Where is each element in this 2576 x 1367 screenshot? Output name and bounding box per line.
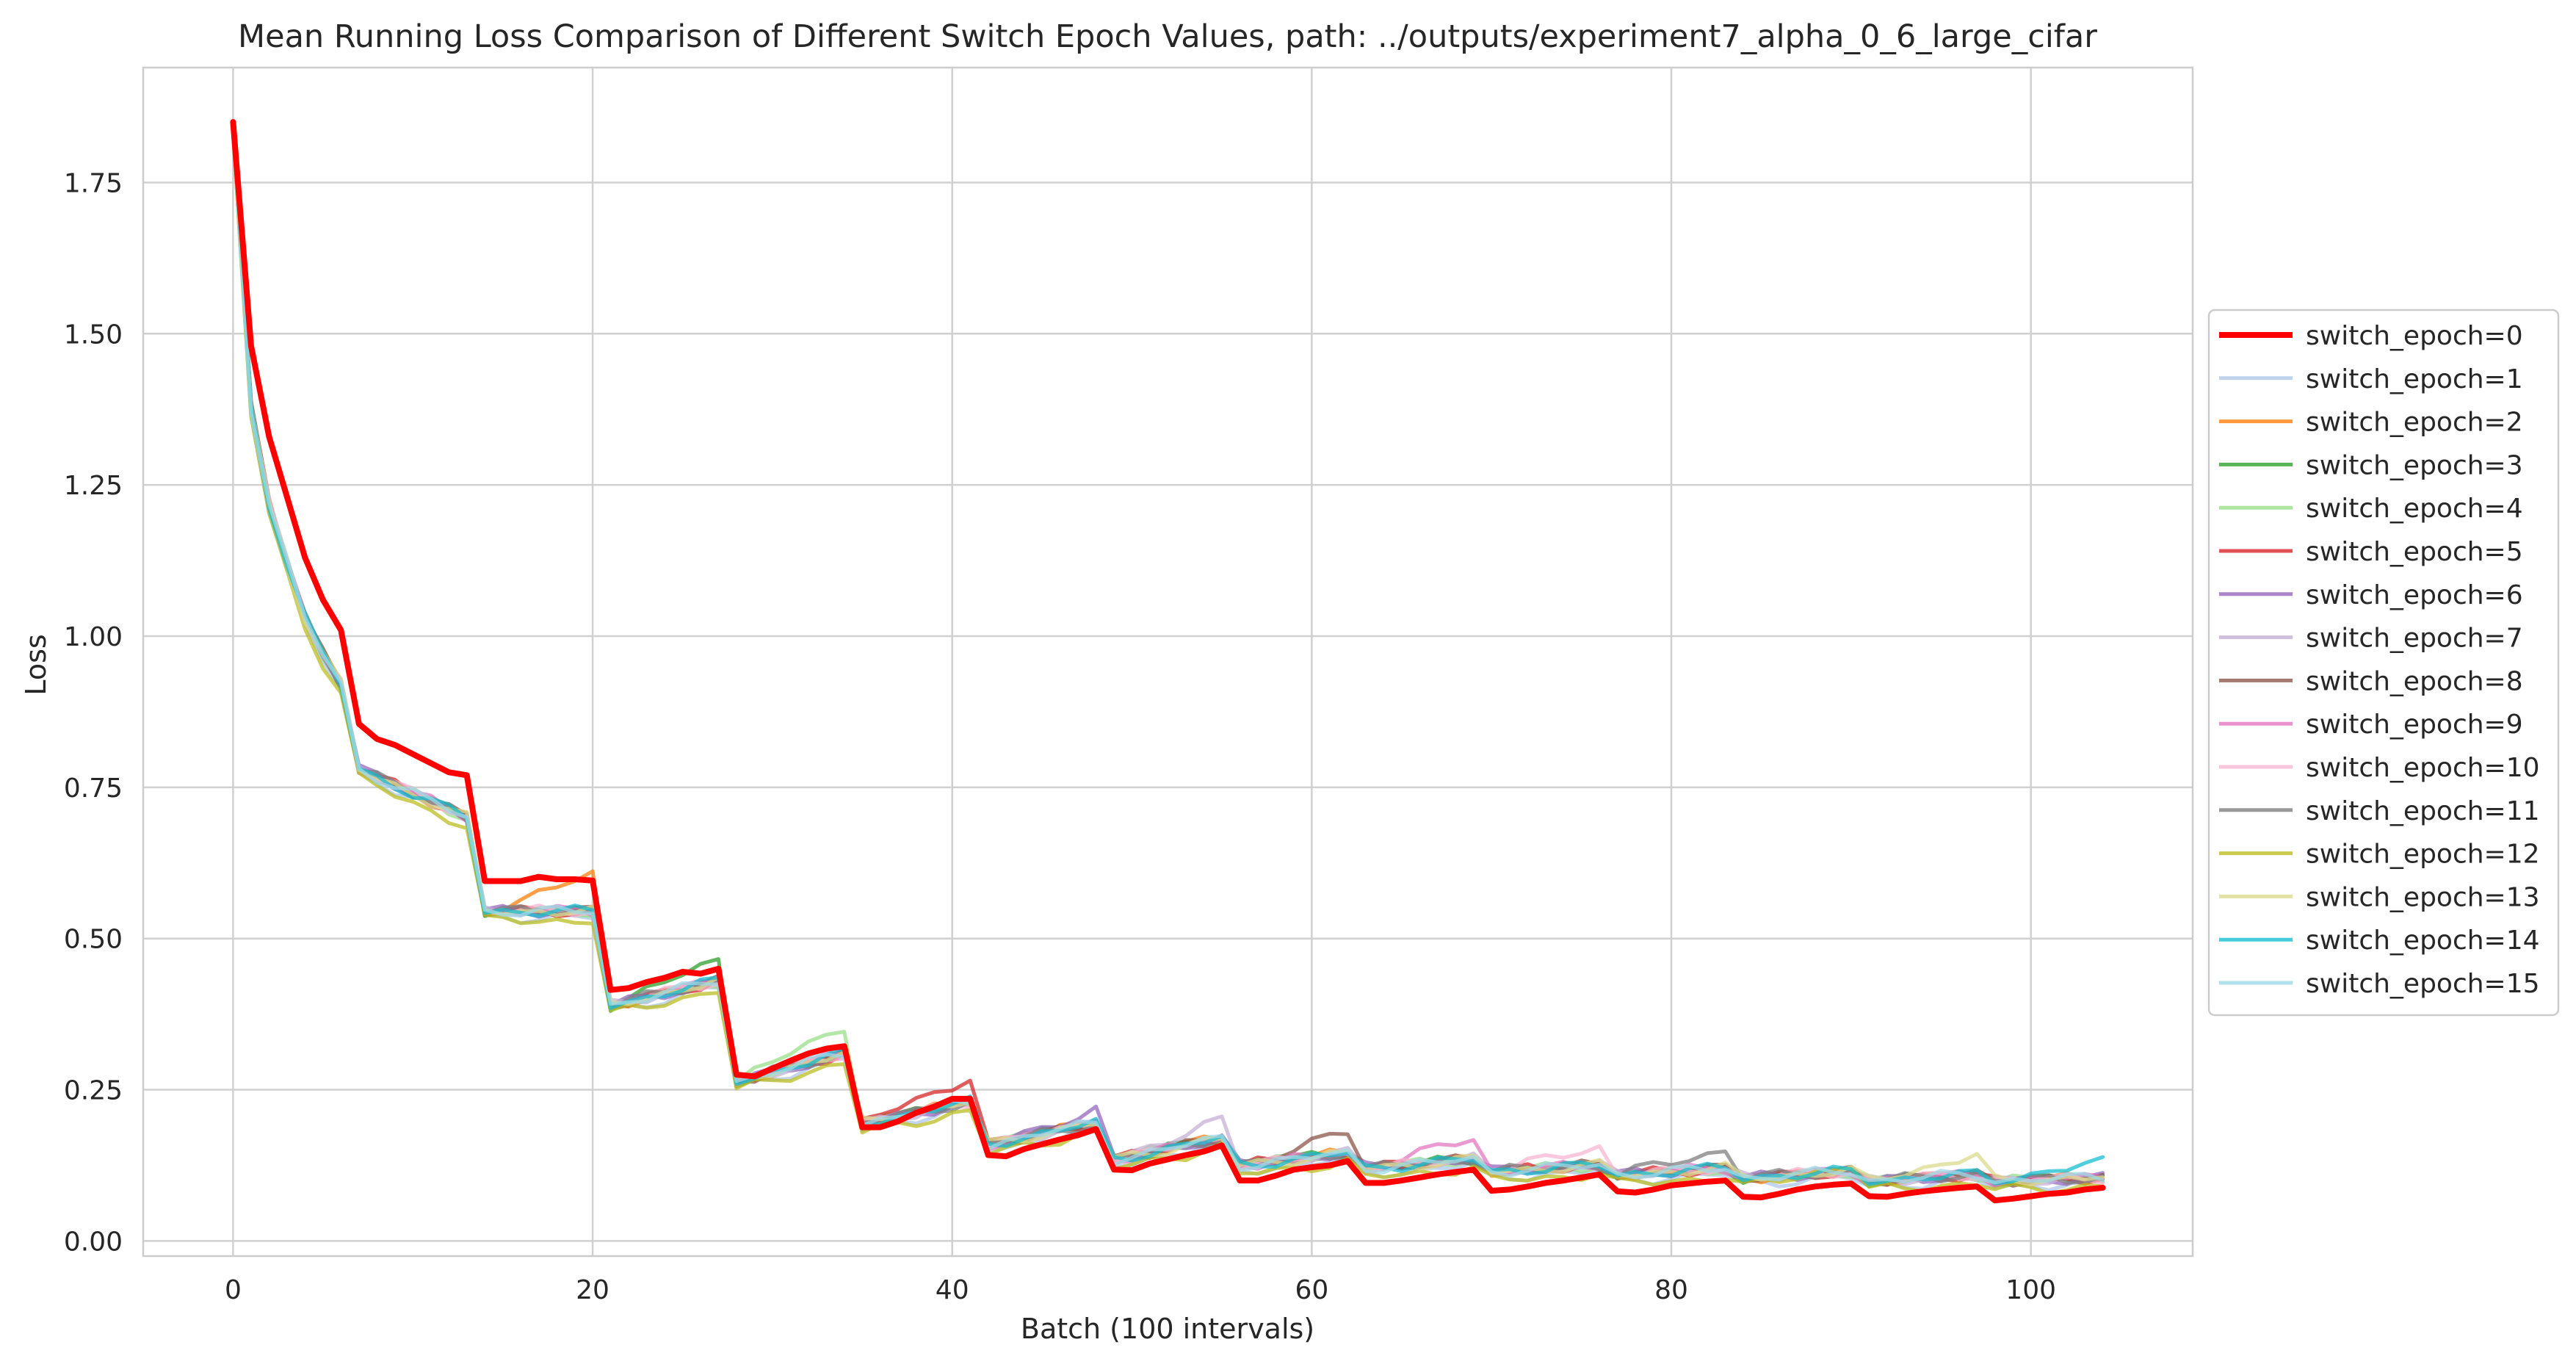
legend-label: switch_epoch=1: [2306, 364, 2523, 394]
legend-label: switch_epoch=10: [2306, 753, 2540, 783]
x-tick-label: 100: [2005, 1275, 2056, 1305]
x-tick-label: 0: [225, 1275, 242, 1305]
legend: switch_epoch=0 switch_epoch=1 switch_epoch…: [2207, 309, 2560, 1017]
series-lines: [230, 119, 2106, 1204]
x-axis-label: Batch (100 intervals): [1021, 1313, 1314, 1345]
y-tick-label: 0.00: [64, 1227, 123, 1257]
legend-label: switch_epoch=4: [2306, 494, 2523, 524]
plot-area: [143, 68, 2193, 1256]
y-tick-label: 1.25: [64, 471, 123, 501]
legend-label: switch_epoch=2: [2306, 408, 2523, 438]
series-line-switch-epoch-0: [230, 119, 2106, 1204]
y-axis-label: Loss: [20, 634, 52, 695]
legend-label: switch_epoch=11: [2306, 796, 2540, 826]
legend-label: switch_epoch=3: [2306, 450, 2523, 480]
x-tick-label: 60: [1295, 1275, 1328, 1305]
y-tick-label: 1.50: [64, 320, 123, 350]
x-tick-label: 80: [1654, 1275, 1688, 1305]
legend-label: switch_epoch=14: [2306, 926, 2540, 956]
legend-label: switch_epoch=13: [2306, 882, 2540, 912]
tick-labels: 0 20 40 60 80 100 0.00 0.25 0.50 0.75 1.00 1.25 1.50…: [64, 168, 2056, 1305]
x-tick-label: 20: [576, 1275, 609, 1305]
legend-label: switch_epoch=15: [2306, 969, 2540, 999]
legend-label: switch_epoch=0: [2306, 321, 2523, 351]
legend-label: switch_epoch=6: [2306, 580, 2523, 610]
legend-label: switch_epoch=12: [2306, 840, 2540, 870]
legend-label: switch_epoch=9: [2306, 710, 2523, 740]
legend-label: switch_epoch=8: [2306, 666, 2523, 696]
grid: [143, 68, 2193, 1256]
legend-items: switch_epoch=0 switch_epoch=1 switch_epoch…: [2219, 321, 2540, 999]
legend-frame: [2207, 309, 2560, 1017]
legend-label: switch_epoch=7: [2306, 624, 2523, 654]
x-tick-label: 40: [936, 1275, 969, 1305]
y-tick-label: 0.25: [64, 1076, 123, 1106]
y-tick-label: 1.75: [64, 168, 123, 198]
y-tick-label: 0.75: [64, 773, 123, 804]
plot-frame: [142, 66, 2194, 1258]
y-tick-label: 1.00: [64, 622, 123, 652]
chart-title: Mean Running Loss Comparison of Differen…: [238, 18, 2097, 55]
series-line-switch-epoch-15: [231, 128, 2105, 1185]
legend-label: switch_epoch=5: [2306, 537, 2523, 567]
y-tick-label: 0.50: [64, 925, 123, 955]
series-line-switch-epoch-14: [231, 123, 2105, 1186]
